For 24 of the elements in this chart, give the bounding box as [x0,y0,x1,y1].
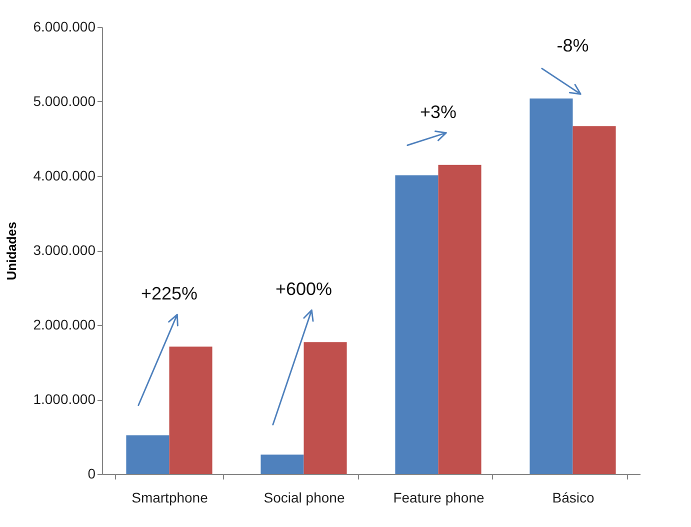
annotation: -8% [556,36,589,56]
y-tick-label: 5.000.000 [33,93,96,109]
x-tick-label: Smartphone [132,490,208,506]
x-tick-label: Social phone [264,490,345,506]
bar [260,454,304,474]
bar [572,126,616,474]
y-tick-label: 0 [88,466,96,482]
y-axis-title: Unidades [4,222,20,280]
bar [126,435,170,474]
annotation: +225% [140,284,198,304]
bar [395,175,438,474]
bar [304,342,347,474]
annotation: +600% [275,279,332,300]
y-tick-label: 6.000.000 [33,18,96,34]
y-tick-label: 1.000.000 [33,391,96,407]
annotation: +3% [420,102,457,122]
bar [438,164,482,474]
bar [530,98,573,474]
bar [169,346,212,474]
y-tick-label: 3.000.000 [33,242,96,258]
x-tick-label: Feature phone [393,490,484,506]
y-tick-label: 2.000.000 [33,316,96,332]
x-tick-label: Básico [552,490,594,506]
y-tick-label: 4.000.000 [33,168,96,184]
